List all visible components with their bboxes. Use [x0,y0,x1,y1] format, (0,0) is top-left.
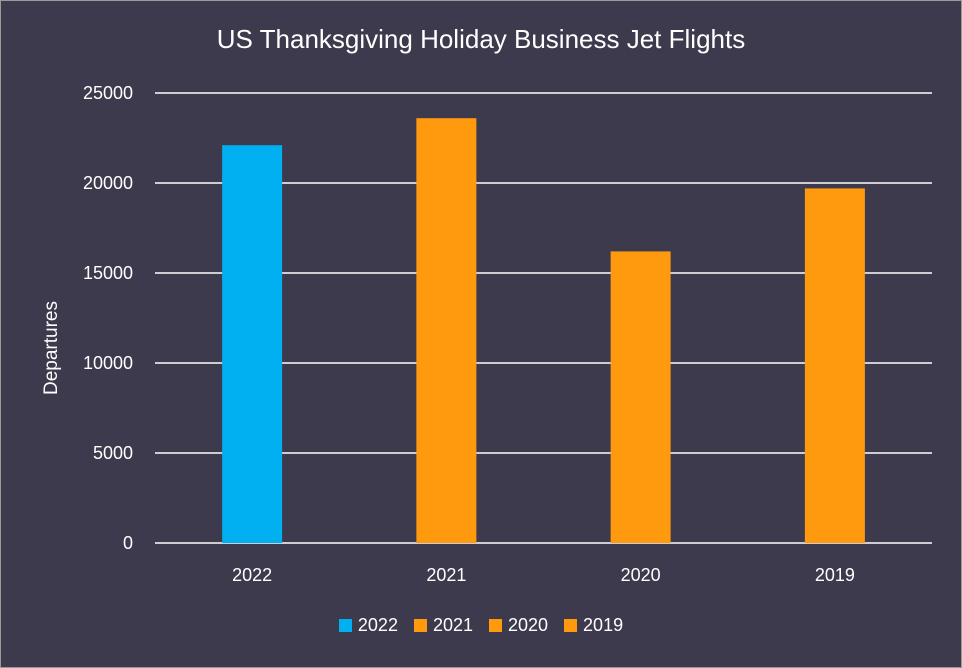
y-tick-label: 0 [123,533,133,553]
legend-swatch [338,619,352,632]
legend-label: 2020 [508,615,549,635]
legend-swatch [564,619,578,632]
legend-swatch [413,619,427,632]
bar-2022 [222,145,283,543]
bar-2021 [416,118,477,543]
legend-label: 2022 [357,615,398,635]
x-tick-label: 2019 [815,565,855,585]
y-tick-label: 10000 [83,353,133,373]
legend-swatch [489,619,502,632]
legend-item: 2021 [413,615,473,636]
legend-item: 2022 [338,615,398,636]
x-tick-label: 2022 [232,565,272,585]
y-tick-label: 20000 [83,173,133,193]
legend-item: 2019 [564,615,623,636]
y-tick-label: 25000 [83,83,133,103]
y-tick-label: 5000 [93,443,133,463]
bar-2020 [610,251,671,543]
legend-item: 2020 [489,615,548,636]
legend-label: 2019 [583,615,624,635]
legend: 2022 2021 2020 2019 [0,615,962,636]
chart-title: US Thanksgiving Holiday Business Jet Fli… [216,24,746,54]
y-tick-label: 15000 [83,263,133,283]
x-tick-label: 2021 [426,565,466,585]
legend-label: 2021 [432,615,473,635]
x-tick-label: 2020 [621,565,661,585]
bar-2019 [804,188,865,543]
